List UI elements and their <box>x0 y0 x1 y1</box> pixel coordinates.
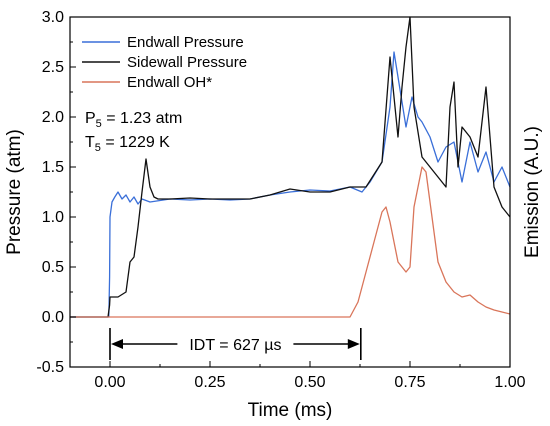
idt-label: IDT = 627 µs <box>189 337 281 354</box>
series-line-endwall-oh <box>70 166 511 318</box>
y-tick-label: 0.0 <box>42 309 64 326</box>
series-layer <box>70 16 511 318</box>
legend-label-sidewall-pressure: Sidewall Pressure <box>127 54 247 71</box>
y-tick-label: 3.0 <box>42 9 64 26</box>
x-tick-label: 1.00 <box>494 374 525 391</box>
y-tick-label: 2.5 <box>42 59 64 76</box>
y-tick-label: 0.5 <box>42 259 64 276</box>
y2-axis-title: Emission (A.U.) <box>522 126 543 258</box>
legend-label-endwall-pressure: Endwall Pressure <box>127 34 244 51</box>
y-tick-label: 2.0 <box>42 109 64 126</box>
x-tick-label: 0.00 <box>94 374 125 391</box>
p5-symbol: P <box>85 110 96 127</box>
series-line-sidewall-pressure <box>70 16 511 318</box>
t5-annotation: T5 = 1229 K <box>85 134 170 154</box>
y-tick-label: 1.5 <box>42 159 64 176</box>
x-tick-label: 0.50 <box>294 374 325 391</box>
y-axis-title: Pressure (atm) <box>4 129 25 255</box>
t5-symbol: T <box>85 134 95 151</box>
p5-value: = 1.23 atm <box>102 110 183 127</box>
idt-right-arrowhead <box>347 339 360 349</box>
p5-annotation: P5 = 1.23 atm <box>85 110 182 130</box>
t5-value: = 1229 K <box>101 134 170 151</box>
y-tick-label: -0.5 <box>36 359 64 376</box>
p5-subscript: 5 <box>96 118 102 130</box>
x-tick-label: 0.25 <box>194 374 225 391</box>
series-line-endwall-pressure <box>70 51 511 318</box>
x-tick-label: 0.75 <box>394 374 425 391</box>
y-tick-label: 1.0 <box>42 209 64 226</box>
idt-left-arrowhead <box>111 339 123 349</box>
t5-subscript: 5 <box>95 142 101 154</box>
idt-annotation: IDT = 627 µs <box>109 328 362 360</box>
legend-label-endwall-oh: Endwall OH* <box>127 74 212 91</box>
x-axis-title: Time (ms) <box>248 400 333 421</box>
legend: Endwall Pressure Sidewall Pressure Endwa… <box>82 34 247 91</box>
tick-layer: 0.00 0.25 0.50 0.75 1.00 -0.5 0.0 0.5 1.0 1.5 2.0 2… <box>36 9 525 391</box>
